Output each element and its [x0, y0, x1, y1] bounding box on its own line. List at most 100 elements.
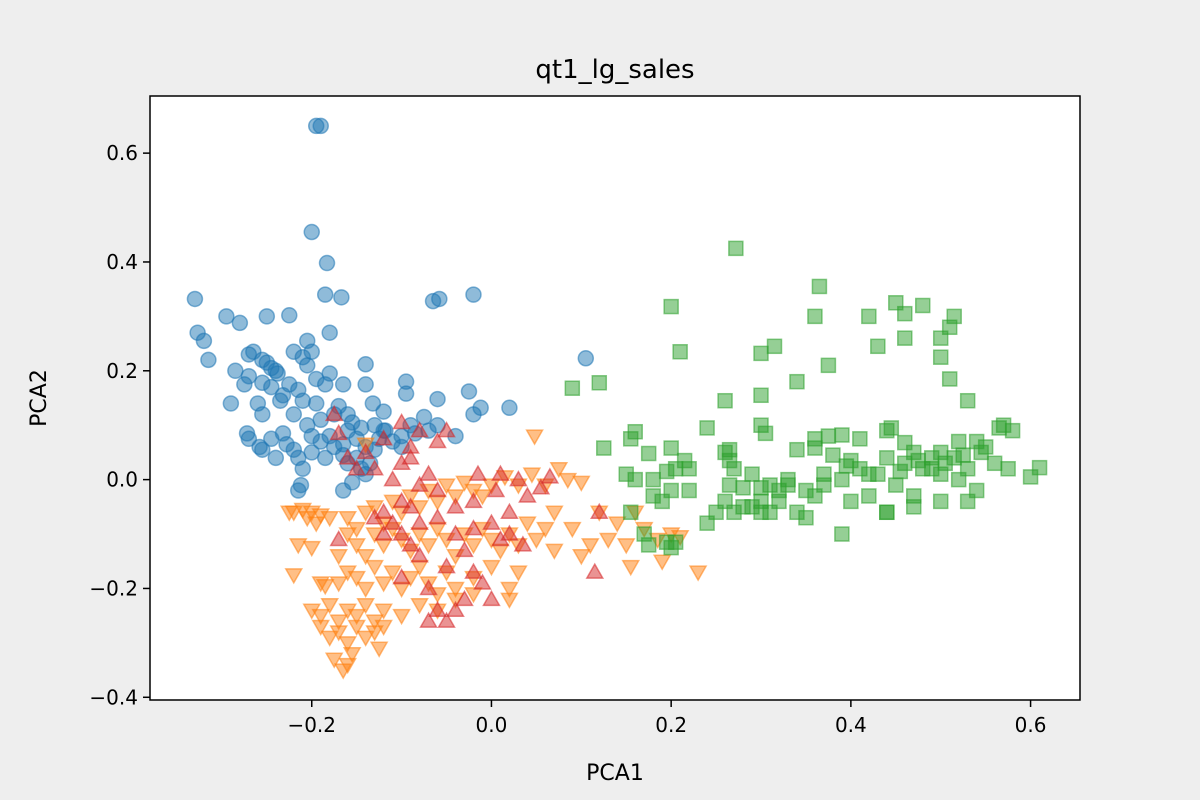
point-s0-44 — [357, 356, 374, 373]
chart-title: qt1_lg_sales — [535, 55, 694, 85]
point-s3-75 — [888, 477, 904, 493]
point-s0-29 — [298, 357, 316, 374]
point-s1-72 — [446, 581, 465, 598]
point-s0-39 — [307, 395, 325, 412]
point-s3-63 — [645, 471, 661, 488]
point-s1-91 — [500, 592, 519, 609]
point-s0-40 — [316, 376, 334, 393]
point-s1-38 — [338, 527, 357, 544]
point-s3-119 — [780, 477, 796, 493]
point-s1-120 — [621, 559, 641, 577]
point-s1-34 — [558, 472, 578, 490]
point-s3-122 — [852, 460, 868, 477]
point-s3-115 — [721, 477, 738, 493]
point-s1-103 — [338, 657, 357, 675]
point-s2-11 — [347, 459, 366, 476]
point-s0-112 — [366, 416, 383, 434]
point-s1-35 — [572, 475, 591, 492]
point-s1-10 — [315, 578, 335, 596]
point-s3-31 — [663, 440, 679, 456]
point-s1-7 — [302, 540, 322, 558]
point-s1-105 — [545, 505, 564, 522]
point-s1-19 — [401, 489, 420, 506]
point-s1-11 — [329, 549, 348, 566]
point-s2-52 — [419, 611, 438, 628]
point-s3-125 — [897, 455, 913, 472]
point-s1-5 — [320, 510, 340, 528]
point-s1-87 — [410, 598, 429, 615]
point-s2-29 — [491, 464, 510, 481]
points-layer — [186, 117, 1048, 680]
point-s3-12 — [672, 343, 688, 360]
point-s3-3 — [915, 297, 931, 314]
point-s1-104 — [369, 641, 389, 658]
point-s0-61 — [577, 350, 595, 367]
point-s0-54 — [429, 390, 446, 408]
point-s2-19 — [401, 497, 420, 514]
point-s0-12 — [465, 286, 482, 303]
point-s0-35 — [263, 378, 280, 396]
y-axis-ticks: −0.4 −0.2 0.0 0.2 0.4 0.6 — [89, 141, 150, 709]
point-s2-39 — [455, 540, 474, 558]
point-s0-60 — [501, 399, 518, 417]
point-s1-95 — [338, 636, 357, 653]
point-s3-0 — [728, 240, 744, 257]
point-s0-8 — [258, 308, 276, 325]
point-s1-124 — [279, 505, 299, 522]
point-s0-3 — [318, 254, 336, 272]
point-s2-21 — [383, 513, 402, 530]
point-s2-58 — [513, 535, 533, 552]
point-s3-110 — [879, 504, 895, 521]
point-s0-45 — [357, 376, 374, 393]
point-s3-46 — [640, 445, 657, 462]
point-s2-42 — [410, 546, 429, 563]
point-s3-80 — [1000, 460, 1016, 477]
point-s1-24 — [446, 489, 465, 506]
point-s0-47 — [375, 403, 392, 420]
point-s3-22 — [753, 387, 769, 404]
point-s0-15 — [231, 314, 249, 332]
point-s2-53 — [329, 529, 348, 547]
point-s3-97 — [932, 493, 949, 510]
point-s1-33 — [549, 461, 569, 479]
point-s3-116 — [735, 480, 751, 496]
point-s3-18 — [941, 371, 958, 387]
x-tick-label-3: 0.4 — [835, 713, 867, 737]
point-s1-111 — [607, 516, 627, 533]
point-s2-0 — [324, 404, 344, 422]
point-s2-35 — [500, 524, 519, 541]
point-s1-76 — [509, 565, 528, 582]
point-s1-39 — [347, 538, 366, 555]
point-s1-119 — [652, 554, 672, 571]
point-s2-13 — [365, 459, 384, 476]
point-s1-61 — [347, 570, 366, 588]
point-s1-65 — [383, 565, 402, 582]
point-s2-33 — [540, 467, 560, 484]
x-axis-label: PCA1 — [586, 761, 644, 786]
point-s2-20 — [374, 502, 393, 520]
point-s0-85 — [240, 430, 258, 448]
point-s3-112 — [663, 539, 679, 556]
point-s2-23 — [410, 513, 429, 530]
point-s2-18 — [392, 491, 411, 509]
point-s2-28 — [486, 480, 506, 498]
point-s1-52 — [464, 538, 483, 555]
point-s0-109 — [303, 444, 320, 461]
point-s0-25 — [269, 365, 286, 382]
point-s2-6 — [428, 432, 447, 449]
point-s2-50 — [473, 573, 492, 590]
point-s3-117 — [753, 480, 769, 496]
y-tick-label-0: −0.4 — [89, 685, 138, 709]
point-s0-107 — [290, 482, 307, 499]
point-s0-4 — [316, 286, 334, 303]
point-s3-27 — [757, 425, 774, 442]
point-s3-85 — [663, 482, 679, 499]
point-s3-55 — [879, 450, 895, 466]
point-s2-16 — [419, 464, 438, 481]
point-s3-68 — [744, 466, 760, 482]
x-tick-label-1: 0.0 — [476, 713, 508, 737]
point-s0-49 — [397, 385, 415, 402]
point-s0-42 — [334, 376, 352, 393]
point-s2-24 — [428, 508, 447, 525]
